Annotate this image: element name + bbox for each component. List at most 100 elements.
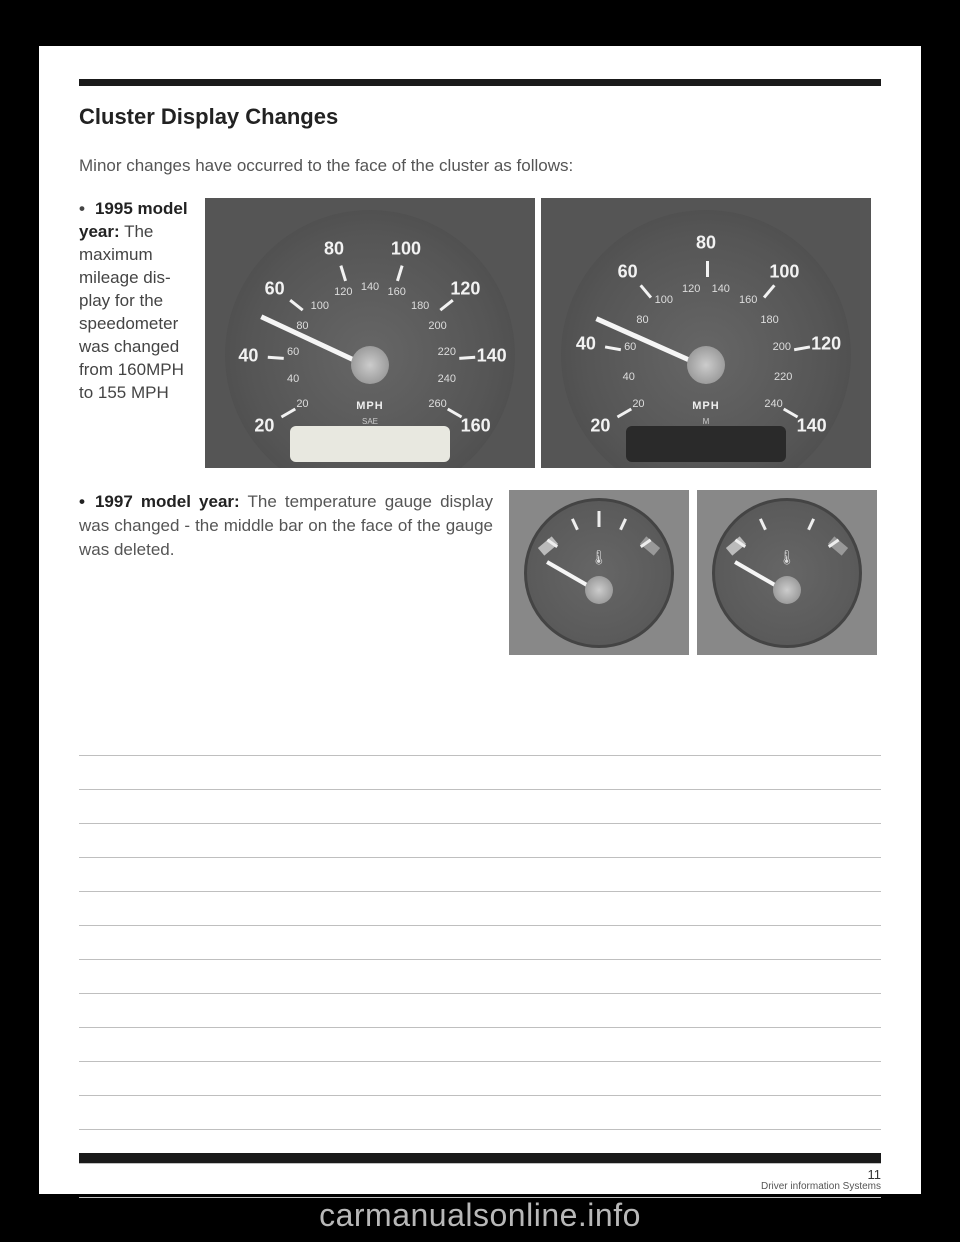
intro-text: Minor changes have occurred to the face … — [79, 156, 881, 176]
note-line — [79, 858, 881, 892]
header-rule — [79, 79, 881, 86]
hub-icon — [773, 576, 801, 604]
major-number: 140 — [477, 346, 507, 367]
row-1995: 1995 model year: The maxi­mum mileage di… — [79, 198, 881, 468]
lcd-display — [626, 426, 786, 462]
minor-number: 140 — [361, 281, 379, 293]
page-title: Driver information Systems — [761, 1181, 881, 1192]
note-line — [79, 790, 881, 824]
tick-mark — [396, 266, 404, 282]
temp-gauge-right: 🌡 — [697, 490, 877, 655]
temp-gauge-left: 🌡 — [509, 490, 689, 655]
tick-mark — [783, 408, 798, 419]
minor-number: 40 — [287, 373, 299, 385]
tick-mark — [289, 299, 303, 311]
major-number: 80 — [696, 233, 716, 254]
major-number: 60 — [265, 279, 285, 300]
minor-number: 160 — [739, 294, 757, 306]
tick-mark — [763, 285, 776, 299]
watermark-text: carmanualsonline.info — [0, 1197, 960, 1234]
middle-bar — [598, 511, 601, 527]
minor-number: 140 — [712, 283, 730, 295]
note-line — [79, 824, 881, 858]
major-number: 80 — [324, 238, 344, 259]
tick-mark — [759, 518, 767, 530]
speedometer-left: 2040608010012014016020406080100120140160… — [205, 198, 535, 468]
tick-mark — [447, 408, 462, 419]
speedometer-images: 20 40 60 80 100 120 140 160 20 40 60 80 100 120 140 160… — [205, 198, 871, 468]
note-line — [79, 722, 881, 756]
temp-gauge-images: 🌡 🌡 — [509, 490, 877, 655]
major-number: 100 — [769, 261, 799, 282]
minor-number: 220 — [774, 371, 792, 383]
minor-number: 260 — [428, 398, 446, 410]
note-line — [79, 960, 881, 994]
minor-number: 60 — [287, 346, 299, 358]
hub-icon — [585, 576, 613, 604]
row-1997: 1997 model year: The temperature gauge d… — [79, 490, 881, 655]
minor-number: 60 — [624, 341, 636, 353]
minor-number: 20 — [632, 398, 644, 410]
minor-number: 220 — [438, 346, 456, 358]
major-number: 140 — [797, 416, 827, 437]
tick-mark — [281, 408, 296, 419]
tick-mark — [619, 518, 627, 530]
tick-mark — [571, 518, 579, 530]
tick-mark — [794, 346, 810, 352]
bullet-1995-body: The maxi­mum mileage dis­play for the sp… — [79, 222, 184, 402]
note-line — [79, 1062, 881, 1096]
note-line — [79, 1028, 881, 1062]
minor-number: 240 — [764, 398, 782, 410]
minor-number: 120 — [682, 283, 700, 295]
minor-number: 200 — [773, 341, 791, 353]
tick-mark — [439, 299, 453, 311]
minor-number: 160 — [387, 286, 405, 298]
minor-number: 100 — [311, 300, 329, 312]
major-number: 20 — [254, 416, 274, 437]
thermometer-icon: 🌡 — [590, 549, 608, 566]
minor-number: 120 — [334, 286, 352, 298]
content-area: Cluster Display Changes Minor changes ha… — [79, 104, 881, 655]
major-number: 120 — [811, 334, 841, 355]
hub-icon — [351, 346, 389, 384]
sub-label: M — [703, 417, 710, 426]
tick-mark — [706, 261, 709, 277]
major-number: 120 — [450, 279, 480, 300]
tick-mark — [459, 356, 475, 360]
minor-number: 100 — [655, 294, 673, 306]
thermometer-icon: 🌡 — [778, 549, 796, 566]
minor-number: 240 — [438, 373, 456, 385]
bullet-1997: 1997 model year: The temperature gauge d… — [79, 490, 493, 561]
major-number: 100 — [391, 238, 421, 259]
major-number: 40 — [238, 346, 258, 367]
note-line — [79, 1096, 881, 1130]
tick-mark — [807, 518, 815, 530]
footer-rule — [79, 1153, 881, 1163]
tick-mark — [339, 266, 347, 282]
tick-mark — [640, 285, 653, 299]
minor-number: 180 — [760, 314, 778, 326]
minor-number: 40 — [623, 371, 635, 383]
dial-face: 🌡 — [712, 498, 862, 648]
major-number: 160 — [461, 416, 491, 437]
lcd-display — [290, 426, 450, 462]
dial-face: 🌡 — [524, 498, 674, 648]
tick-mark — [605, 346, 621, 352]
minor-number: 180 — [411, 300, 429, 312]
sub-label: SAE — [362, 417, 378, 426]
document-page: Cluster Display Changes Minor changes ha… — [39, 46, 921, 1194]
major-number: 20 — [590, 416, 610, 437]
note-line — [79, 756, 881, 790]
note-line — [79, 892, 881, 926]
speedometer-right: 2040608010012014020406080100120140160180… — [541, 198, 871, 468]
page-heading: Cluster Display Changes — [79, 104, 881, 130]
major-number: 60 — [618, 261, 638, 282]
note-line — [79, 994, 881, 1028]
major-number: 40 — [576, 334, 596, 355]
tick-mark — [617, 408, 632, 419]
minor-number: 20 — [296, 398, 308, 410]
page-number: 11 — [868, 1167, 882, 1182]
hub-icon — [687, 346, 725, 384]
tick-mark — [268, 356, 284, 360]
minor-number: 200 — [428, 320, 446, 332]
